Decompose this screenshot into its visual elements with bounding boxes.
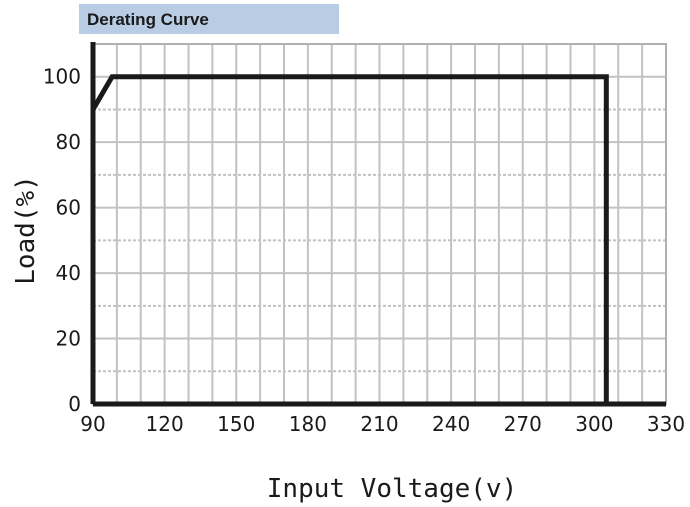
x-tick-label: 330 [647, 412, 685, 436]
y-tick-label: 80 [56, 130, 81, 154]
y-tick-label: 100 [43, 65, 81, 89]
x-tick-label: 180 [289, 412, 327, 436]
x-tick-labels: 90 120 150 180 210 240 270 300 330 [80, 412, 685, 436]
y-tick-label: 0 [68, 392, 81, 416]
y-tick-labels: 0 20 40 60 80 100 [43, 65, 81, 416]
major-grid [93, 44, 666, 404]
x-tick-label: 240 [432, 412, 470, 436]
chart-title: Derating Curve [87, 10, 209, 29]
y-tick-label: 60 [56, 196, 81, 220]
x-axis-label: Input Voltage(v) [267, 474, 517, 504]
x-tick-label: 150 [217, 412, 255, 436]
y-axis-label: Load(%) [11, 175, 41, 285]
derating-curve-line [90, 74, 609, 404]
y-tick-label: 40 [56, 261, 81, 285]
axes [90, 42, 666, 407]
y-tick-label: 20 [56, 327, 81, 351]
x-tick-label: 300 [575, 412, 613, 436]
data-series [90, 74, 609, 404]
x-tick-label: 90 [80, 412, 105, 436]
x-tick-label: 270 [504, 412, 542, 436]
x-tick-label: 210 [360, 412, 398, 436]
chart-title-bar: Derating Curve [79, 4, 339, 34]
x-tick-label: 120 [146, 412, 184, 436]
